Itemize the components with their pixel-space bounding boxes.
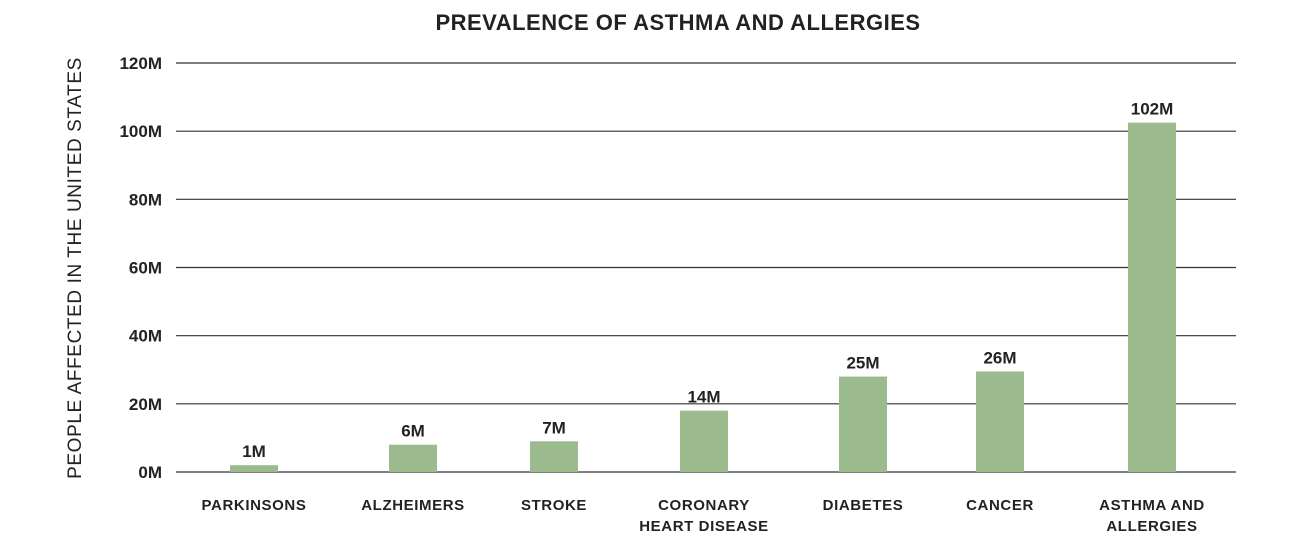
bar bbox=[839, 376, 887, 472]
bar bbox=[230, 465, 278, 472]
data-label: 1M bbox=[242, 442, 266, 461]
y-tick-label: 80M bbox=[129, 190, 162, 209]
chart-title: PREVALENCE OF ASTHMA AND ALLERGIES bbox=[435, 10, 920, 35]
y-tick-label: 120M bbox=[119, 54, 162, 73]
bars bbox=[230, 122, 1176, 472]
data-label: 14M bbox=[687, 388, 720, 407]
category-label: PARKINSONS bbox=[202, 497, 307, 514]
y-tick-label: 60M bbox=[129, 259, 162, 278]
category-label: ALLERGIES bbox=[1106, 518, 1197, 535]
category-label: CORONARY bbox=[658, 497, 750, 514]
bar bbox=[389, 444, 437, 472]
category-label: CANCER bbox=[966, 497, 1034, 514]
y-tick-label: 20M bbox=[129, 395, 162, 414]
category-label: ASTHMA AND bbox=[1099, 497, 1205, 514]
bar bbox=[680, 410, 728, 472]
y-axis-label: PEOPLE AFFECTED IN THE UNITED STATES bbox=[65, 57, 86, 479]
data-label: 6M bbox=[401, 422, 425, 441]
data-label: 7M bbox=[542, 418, 566, 437]
data-label: 25M bbox=[846, 354, 879, 373]
bar bbox=[1128, 122, 1176, 472]
gridlines bbox=[176, 62, 1236, 473]
bar bbox=[976, 371, 1024, 472]
y-tick-labels: 0M 20M 40M 60M 80M 100M 120M bbox=[119, 54, 162, 482]
category-label: DIABETES bbox=[823, 497, 904, 514]
bar bbox=[530, 441, 578, 472]
category-label: STROKE bbox=[521, 497, 587, 514]
y-tick-label: 100M bbox=[119, 122, 162, 141]
category-labels: PARKINSONS ALZHEIMERS STROKE CORONARY HEART … bbox=[202, 497, 1205, 535]
y-tick-label: 0M bbox=[138, 463, 162, 482]
category-label: ALZHEIMERS bbox=[361, 497, 465, 514]
data-label: 102M bbox=[1131, 100, 1174, 119]
category-label: HEART DISEASE bbox=[639, 518, 769, 535]
y-tick-label: 40M bbox=[129, 327, 162, 346]
data-label: 26M bbox=[983, 348, 1016, 367]
data-labels: 1M 6M 7M 14M 25M 26M 102M bbox=[242, 100, 1173, 462]
